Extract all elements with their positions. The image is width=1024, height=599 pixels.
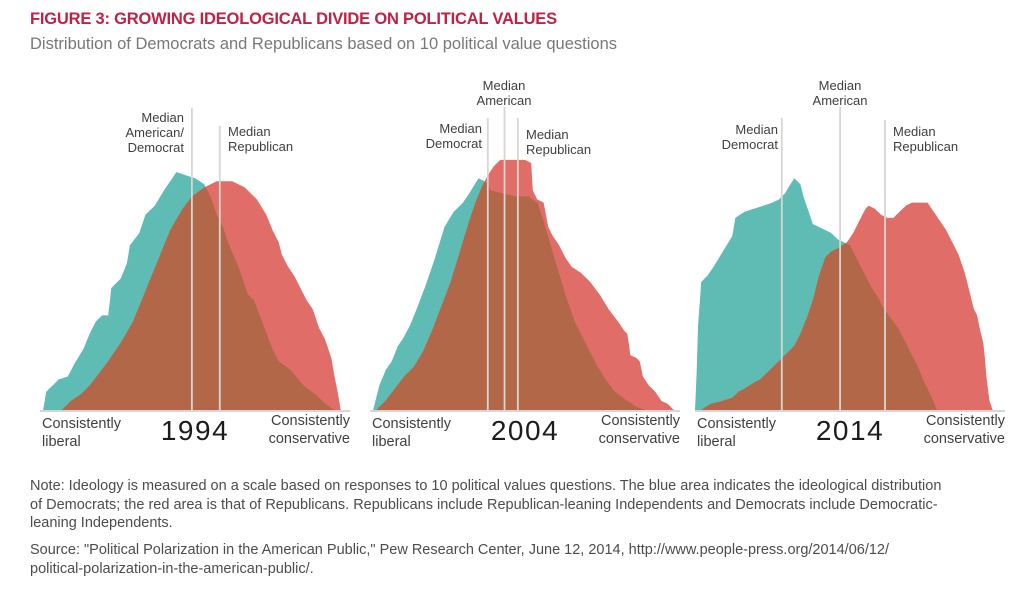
- median-label: Median American: [813, 78, 868, 108]
- median-label-line: Democrat: [425, 136, 482, 152]
- chart-svg: [370, 107, 680, 412]
- median-label-line: Median: [893, 124, 936, 139]
- overlap-area: [370, 181, 680, 410]
- median-label-line: Republican: [228, 139, 294, 155]
- median-label-line: American/: [125, 125, 184, 141]
- year-label: 2014: [815, 415, 885, 446]
- note-line: leaning Independents.: [30, 515, 173, 531]
- median-label-line: Democrat: [721, 137, 778, 153]
- median-label-line: American: [812, 93, 868, 109]
- median-label: Median Democrat: [426, 121, 482, 151]
- note-text: Note: Ideology is measured on a scale ba…: [30, 477, 1008, 533]
- axis-label-conservative: Consistently conservative: [268, 413, 350, 448]
- median-label-line: Democrat: [127, 140, 184, 156]
- distribution-plot-1994: [40, 100, 350, 412]
- median-label-line: Republican: [526, 142, 592, 158]
- overlap-area: [695, 243, 1005, 410]
- axis-label-conservative: Consistently conservative: [598, 413, 680, 448]
- year-label: 1994: [160, 415, 230, 446]
- median-label-line: Median: [141, 110, 184, 125]
- note-line: Note: Ideology is measured on a scale ba…: [30, 478, 942, 494]
- median-label-line: Median: [439, 121, 482, 136]
- overlap-area: [40, 187, 350, 410]
- figure-title: FIGURE 3: GROWING IDEOLOGICAL DIVIDE ON …: [30, 10, 557, 28]
- axis-label-liberal: Consistently liberal: [42, 416, 121, 451]
- chart-svg: [40, 108, 350, 412]
- median-label: Median Republican: [893, 124, 958, 154]
- median-label-line: Republican: [893, 139, 959, 155]
- distribution-plot-2014: [695, 100, 1005, 412]
- source-line: Source: "Political Polarization in the A…: [30, 542, 890, 558]
- median-label: Median Republican: [228, 124, 293, 154]
- median-label-line: American: [476, 93, 532, 109]
- median-label: Median American: [477, 78, 532, 108]
- charts-row: Consistently liberal 1994 Consistently c…: [40, 75, 1005, 465]
- note-line: of Democrats; the red area is that of Re…: [30, 496, 938, 513]
- median-label-line: Median: [228, 124, 271, 139]
- source-text: Source: "Political Polarization in the A…: [30, 541, 1008, 578]
- median-label-line: Median: [735, 122, 778, 137]
- distribution-plot-2004: [370, 100, 680, 412]
- median-label: Median Democrat: [722, 122, 778, 152]
- median-label-line: Median: [482, 78, 526, 93]
- source-line: political-polarization-in-the-american-p…: [30, 560, 314, 577]
- year-label: 2004: [490, 415, 560, 446]
- chart-1994: Consistently liberal 1994 Consistently c…: [40, 75, 350, 465]
- chart-2004: Consistently liberal 2004 Consistently c…: [370, 75, 680, 465]
- median-label: Median Republican: [526, 127, 591, 157]
- chart-2014: Consistently liberal 2014 Consistently c…: [695, 75, 1005, 465]
- median-label-line: Median: [526, 127, 569, 142]
- axis-label-liberal: Consistently liberal: [372, 416, 451, 451]
- chart-svg: [695, 107, 1005, 412]
- median-label: Median American/Democrat: [125, 110, 184, 155]
- median-label-line: Median: [818, 78, 862, 93]
- axis-label-conservative: Consistently conservative: [923, 413, 1005, 448]
- figure-subtitle: Distribution of Democrats and Republican…: [30, 35, 618, 53]
- axis-label-liberal: Consistently liberal: [697, 416, 776, 451]
